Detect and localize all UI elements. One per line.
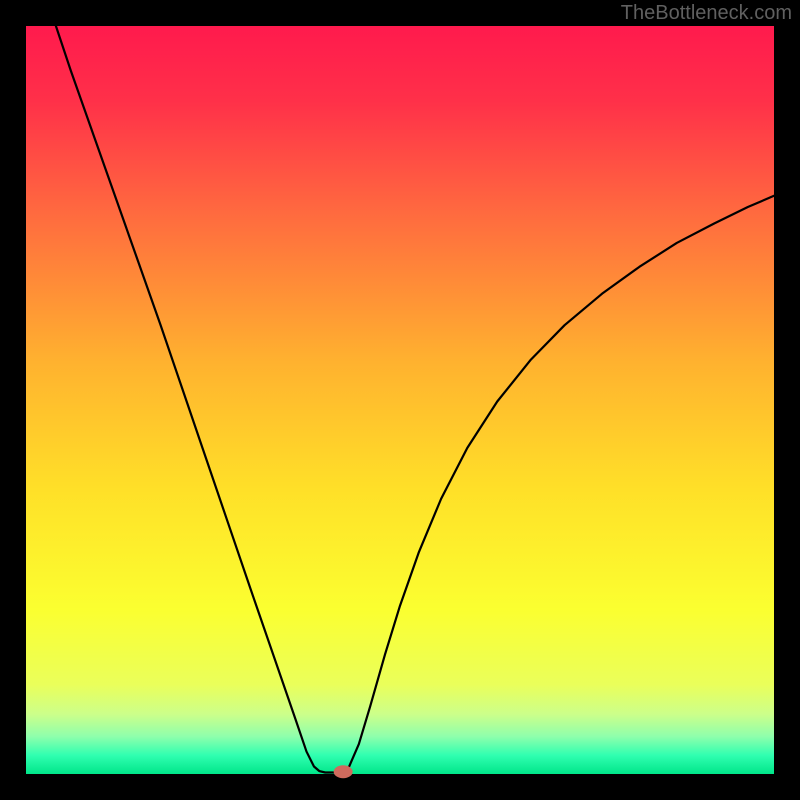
bottleneck-curve-chart xyxy=(0,0,800,800)
chart-container: TheBottleneck.com xyxy=(0,0,800,800)
optimal-point-marker xyxy=(334,766,352,778)
chart-background-gradient xyxy=(26,26,774,774)
watermark-text: TheBottleneck.com xyxy=(621,2,792,25)
